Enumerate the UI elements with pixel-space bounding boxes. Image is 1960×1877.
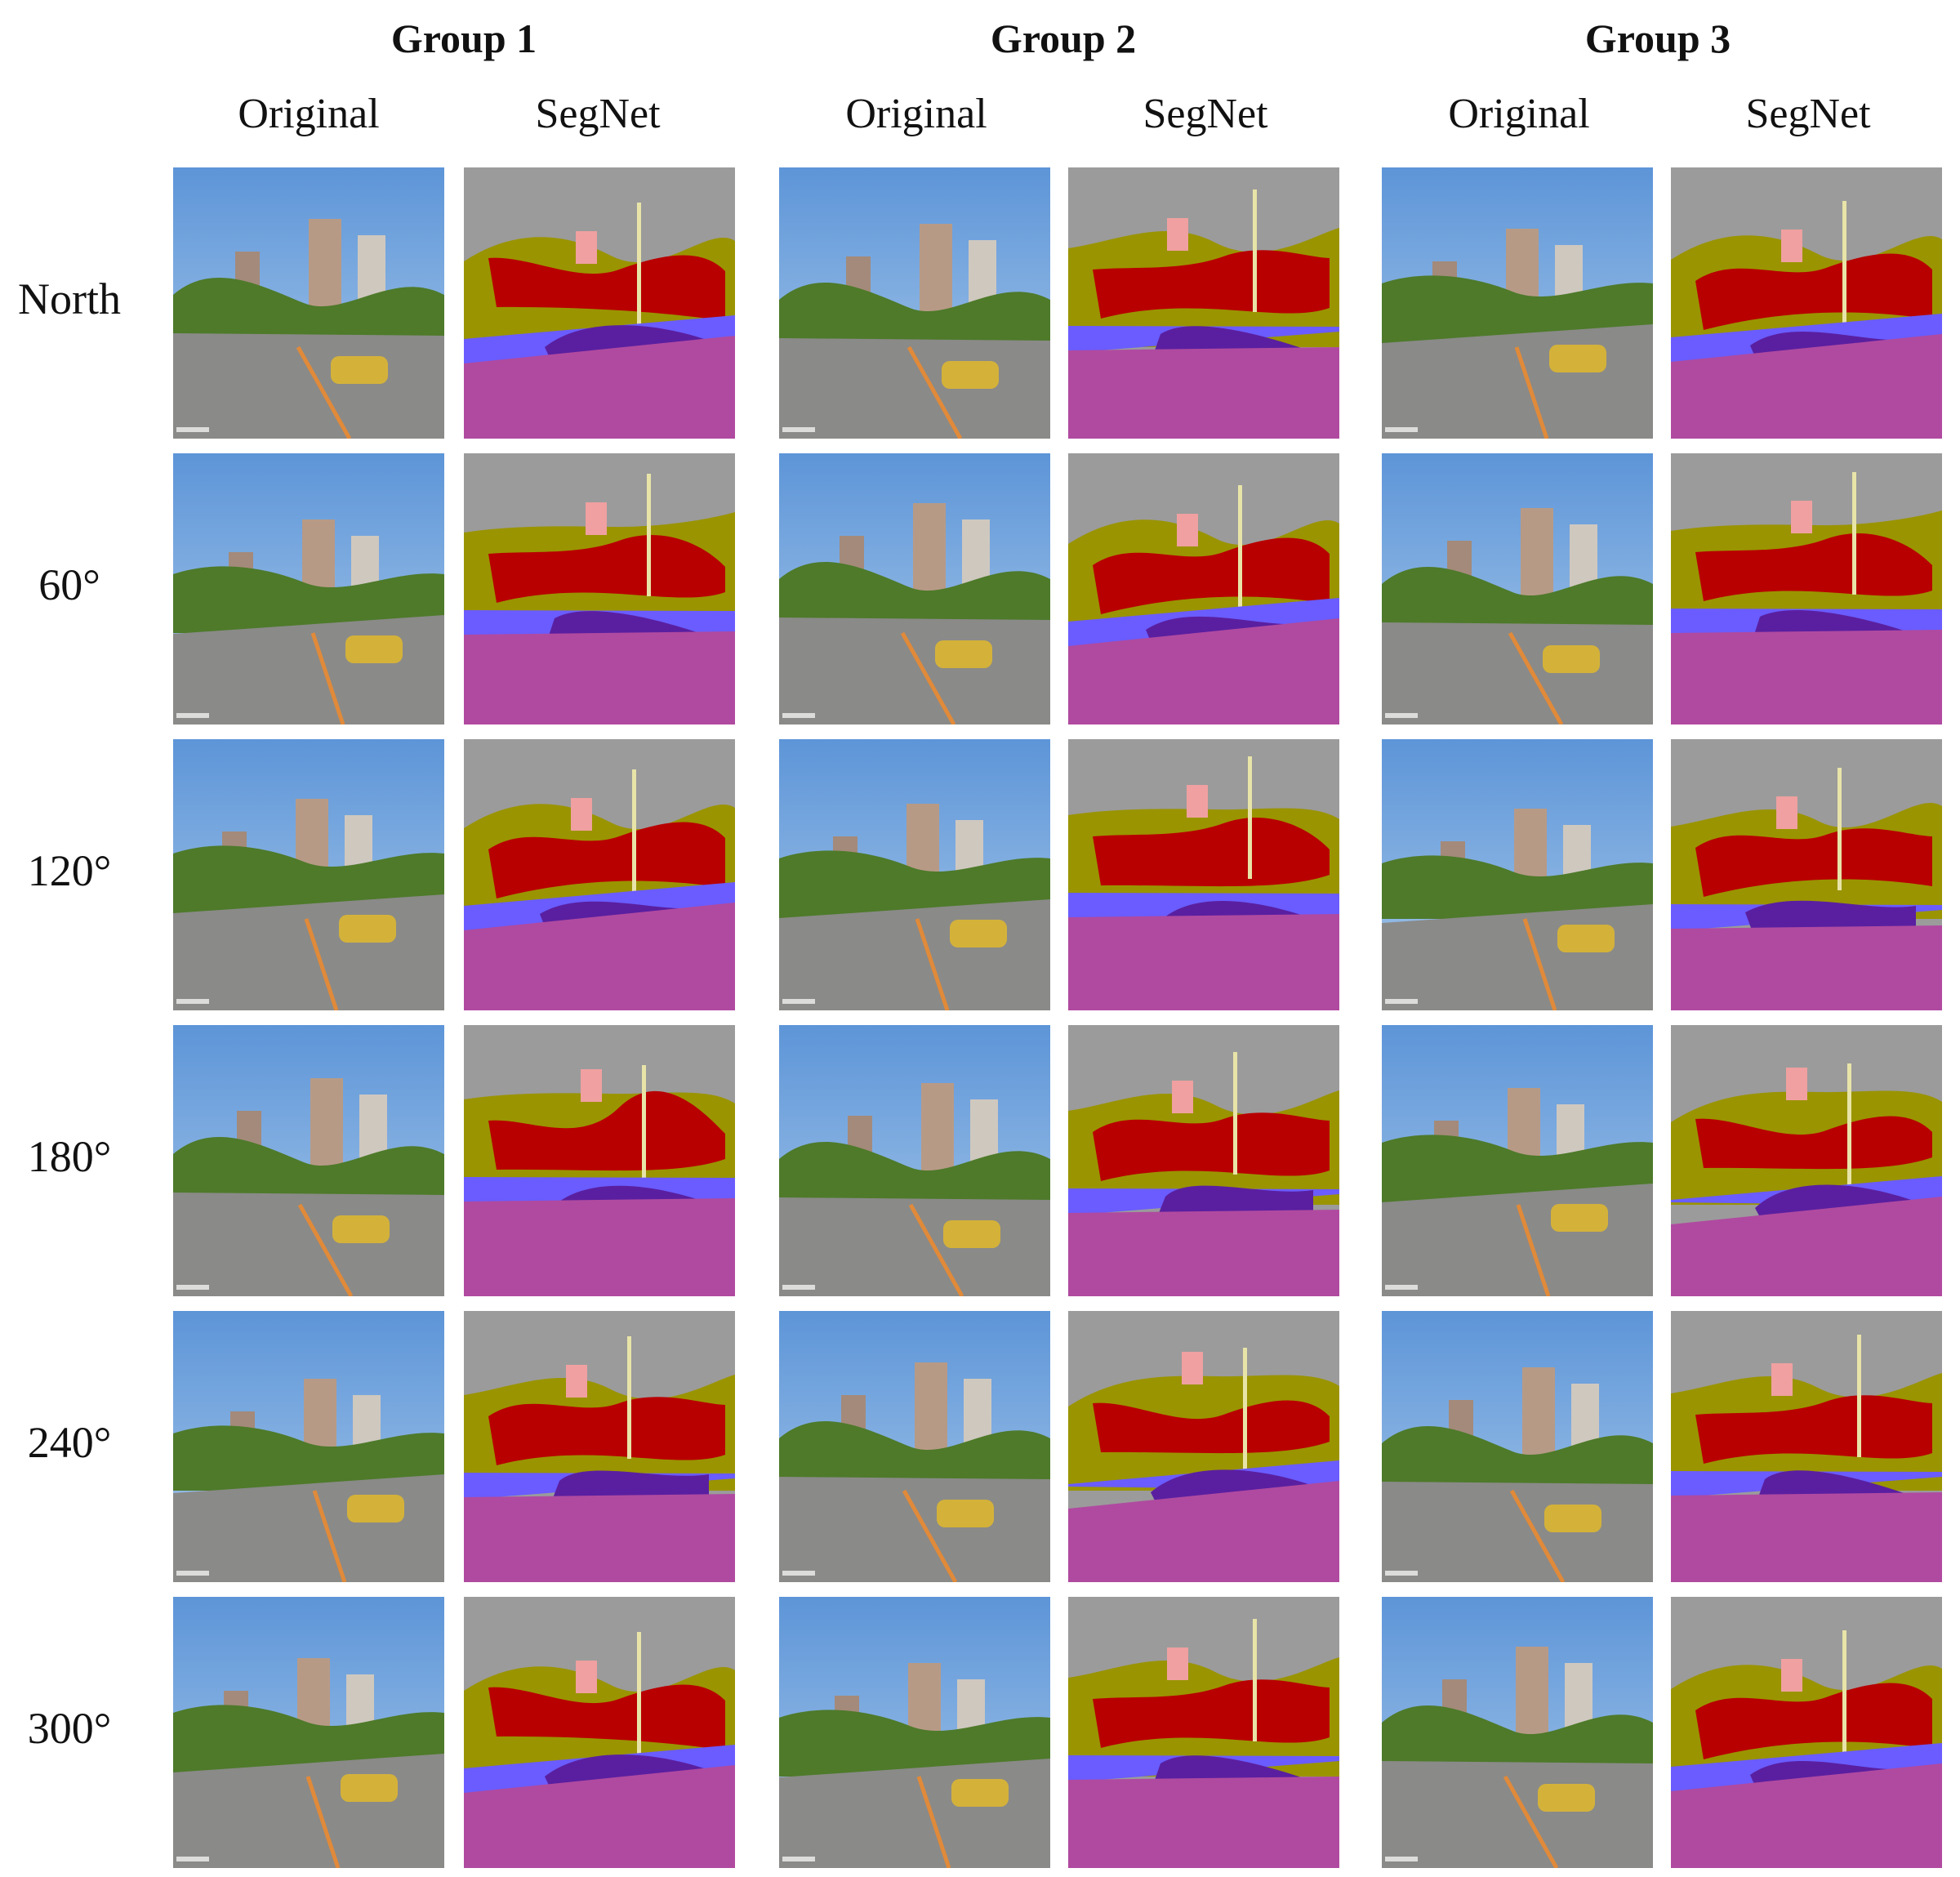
group-3-segnet-image-row-5 xyxy=(1671,1311,1942,1582)
segmentation-map xyxy=(464,1025,735,1296)
group-2-original-image-row-2 xyxy=(779,453,1050,724)
group-3-segnet-image-row-4 xyxy=(1671,1025,1942,1296)
street-photo xyxy=(1382,1025,1653,1296)
group-3-title: Group 3 xyxy=(1584,16,1731,61)
street-photo xyxy=(779,453,1050,724)
street-photo xyxy=(1382,1597,1653,1868)
street-photo xyxy=(173,453,444,724)
street-photo xyxy=(1382,453,1653,724)
segmentation-map xyxy=(1068,1025,1339,1296)
street-photo xyxy=(779,167,1050,439)
group-2-title: Group 2 xyxy=(990,16,1137,61)
group-3-original-image-row-6 xyxy=(1382,1597,1653,1868)
group-3-segnet-image-row-1 xyxy=(1671,167,1942,439)
row-label-120: 120° xyxy=(27,846,112,895)
group-3-original-image-row-3 xyxy=(1382,739,1653,1010)
segmentation-map xyxy=(1068,1597,1339,1868)
street-photo xyxy=(779,1025,1050,1296)
group-1-original-header: Original xyxy=(238,91,380,137)
row-label-north: North xyxy=(18,274,121,323)
group-3-segnet-image-row-2 xyxy=(1671,453,1942,724)
group-2-segnet-image-row-4 xyxy=(1068,1025,1339,1296)
group-1-original-image-row-4 xyxy=(173,1025,444,1296)
group-1-segnet-image-row-3 xyxy=(464,739,735,1010)
segmentation-map xyxy=(464,1311,735,1582)
group-2-original-header: Original xyxy=(845,91,987,137)
group-3-original-image-row-1 xyxy=(1382,167,1653,439)
group-2-segnet-image-row-6 xyxy=(1068,1597,1339,1868)
group-1-segnet-image-row-2 xyxy=(464,453,735,724)
segmentation-map xyxy=(464,453,735,724)
group-1-segnet-image-row-4 xyxy=(464,1025,735,1296)
group-2-original-image-row-3 xyxy=(779,739,1050,1010)
street-photo xyxy=(1382,1311,1653,1582)
group-2-original-image-row-4 xyxy=(779,1025,1050,1296)
row-label-240: 240° xyxy=(27,1418,112,1467)
group-2-original-image-row-5 xyxy=(779,1311,1050,1582)
group-1-title: Group 1 xyxy=(390,16,537,61)
group-2-original-image-row-6 xyxy=(779,1597,1050,1868)
street-photo xyxy=(173,739,444,1010)
segmentation-map xyxy=(464,1597,735,1868)
segmentation-map xyxy=(1671,1025,1942,1296)
segmentation-map xyxy=(464,167,735,439)
group-2-original-image-row-1 xyxy=(779,167,1050,439)
group-1-original-image-row-1 xyxy=(173,167,444,439)
group-1-original-image-row-2 xyxy=(173,453,444,724)
segmentation-map xyxy=(1671,739,1942,1010)
group-1-segnet-header: SegNet xyxy=(535,91,661,137)
street-photo xyxy=(779,1597,1050,1868)
group-2-segnet-image-row-3 xyxy=(1068,739,1339,1010)
group-1-original-image-row-5 xyxy=(173,1311,444,1582)
group-2-segnet-image-row-5 xyxy=(1068,1311,1339,1582)
group-3-original-header: Original xyxy=(1448,91,1590,137)
group-1-segnet-image-row-6 xyxy=(464,1597,735,1868)
group-3-segnet-header: SegNet xyxy=(1745,91,1871,137)
row-label-60: 60° xyxy=(38,560,100,609)
group-1-segnet-image-row-1 xyxy=(464,167,735,439)
segmentation-map xyxy=(464,739,735,1010)
street-photo xyxy=(173,1311,444,1582)
row-label-300: 300° xyxy=(27,1704,112,1753)
group-3-original-image-row-5 xyxy=(1382,1311,1653,1582)
segmentation-map xyxy=(1671,453,1942,724)
group-2-segnet-image-row-2 xyxy=(1068,453,1339,724)
segmentation-map xyxy=(1671,1311,1942,1582)
segmentation-map xyxy=(1068,453,1339,724)
segmentation-map xyxy=(1068,1311,1339,1582)
group-1-original-image-row-3 xyxy=(173,739,444,1010)
street-photo xyxy=(173,1597,444,1868)
street-photo xyxy=(1382,167,1653,439)
group-3-original-image-row-4 xyxy=(1382,1025,1653,1296)
group-1-original-image-row-6 xyxy=(173,1597,444,1868)
group-2-segnet-header: SegNet xyxy=(1143,91,1268,137)
street-photo xyxy=(779,739,1050,1010)
group-1-segnet-image-row-5 xyxy=(464,1311,735,1582)
group-3-segnet-image-row-6 xyxy=(1671,1597,1942,1868)
group-2-segnet-image-row-1 xyxy=(1068,167,1339,439)
group-3-original-image-row-2 xyxy=(1382,453,1653,724)
street-photo xyxy=(1382,739,1653,1010)
segmentation-map xyxy=(1671,167,1942,439)
segmentation-map xyxy=(1068,167,1339,439)
street-photo xyxy=(173,167,444,439)
row-label-180: 180° xyxy=(27,1132,112,1181)
street-photo xyxy=(779,1311,1050,1582)
group-3-segnet-image-row-3 xyxy=(1671,739,1942,1010)
segmentation-map xyxy=(1671,1597,1942,1868)
street-photo xyxy=(173,1025,444,1296)
segmentation-map xyxy=(1068,739,1339,1010)
